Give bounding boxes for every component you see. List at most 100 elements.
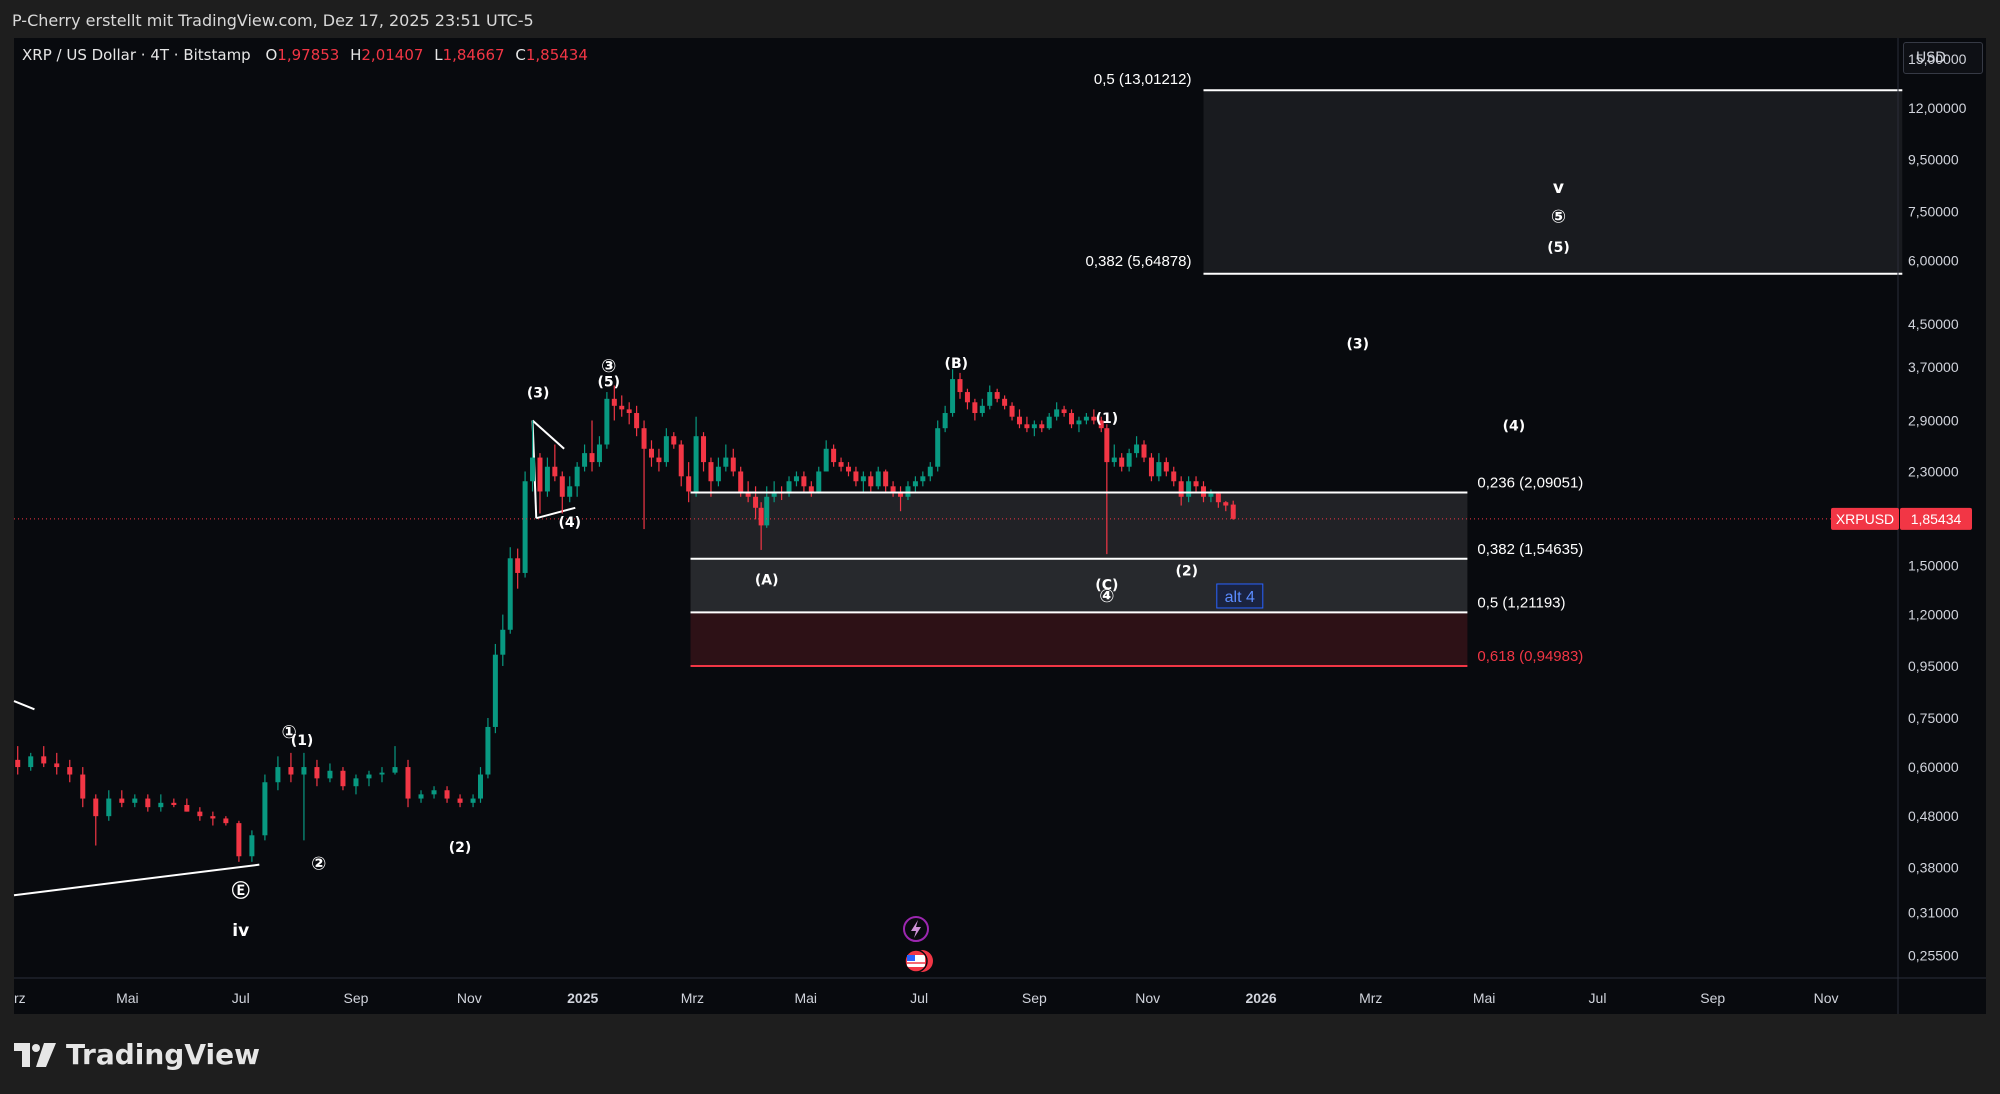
y-tick-label: 15,00000 [1908,51,1967,67]
price-chart: 0,5 (13,01212) 0,382 (5,64878) 0,236 (2,09… [13,38,1986,1014]
x-tick-label: Mrz [1359,990,1382,1006]
fib-zone [690,612,1468,667]
y-tick-label: 0,31000 [1908,904,1959,920]
wave-label: (B) [945,356,968,372]
candle-body [405,767,411,799]
wave-label: ⑤ [1551,206,1566,227]
candle-body [1098,420,1104,429]
y-tick-label: 3,70000 [1908,359,1959,375]
y-tick-label: 0,38000 [1908,860,1959,876]
candle-body [544,466,550,492]
candle-body [758,507,764,526]
candle-body [80,774,86,799]
candles [15,369,1236,862]
candle-body [314,767,320,779]
y-tick-label: 2,90000 [1908,412,1959,428]
candle-body [927,466,933,477]
candle-body [132,798,138,803]
wave-labels: (3)③(5)(4)(B)(1)(A) (C)④(2)(3)(4)v⑤(5)①(1… [232,178,1570,941]
candle-body [1141,444,1147,458]
candle-body [119,798,125,803]
candle-body [1069,413,1075,425]
candle-body [808,486,814,492]
wave-label: (5) [1547,240,1570,256]
candle-body [686,476,692,492]
x-tick-label: 2025 [567,990,598,1006]
y-tick-label: 1,50000 [1908,557,1959,573]
candle-body [171,802,177,805]
y-axis: 15,00000 12,00000 9,50000 7,50000 6,00000 4,5… [1908,51,1967,963]
candle-body [1104,428,1110,463]
x-tick-label: Mai [116,990,139,1006]
candle-body [288,767,294,775]
fib-level-label: 0,236 (2,09051) [1477,474,1583,491]
candle-body [1111,457,1117,463]
candle-body [54,763,60,768]
candle-body [392,767,398,773]
candle-body [745,491,751,497]
x-tick-label: 2026 [1246,990,1277,1006]
y-tick-label: 2,30000 [1908,463,1959,479]
candle-body [738,471,744,492]
fib-level-label: 0,382 (1,54635) [1477,541,1583,558]
price-tag-value-bg [1900,507,1972,530]
candle-body [831,448,837,463]
y-tick-label: 0,75000 [1908,710,1959,726]
candle-body [678,444,684,477]
candle-body [1031,424,1037,429]
candle-body [444,790,450,799]
candle-body [1061,409,1067,414]
y-tick-label: 7,50000 [1908,203,1959,219]
candle-body [1134,444,1140,454]
candle-body [868,476,874,487]
candle-body [1230,504,1236,519]
y-tick-label: 4,50000 [1908,316,1959,332]
candle-body [793,476,799,482]
symbol-name: XRP / US Dollar · 4T · Bitstamp [22,46,251,64]
candle-body [1215,493,1221,503]
candle-body [764,496,770,526]
candle-body [1126,453,1132,467]
candle-body [596,444,602,463]
candle-body [559,476,565,497]
wave-label: (5) [597,374,620,390]
high-label: H [350,46,362,64]
candle-body [935,428,941,467]
candle-body [816,471,822,492]
candle-body [823,448,829,472]
wave-label: ② [311,854,326,875]
trend-lines [13,419,576,897]
candle-body [875,471,881,487]
candle-body [715,466,721,482]
x-tick-label: Sep [1700,990,1725,1006]
currency-button[interactable]: USD [1903,42,1983,74]
tradingview-brand: TradingView [66,1038,260,1071]
high-value: 2,01407 [361,46,424,64]
chart-area[interactable] [14,38,1986,1014]
candle-body [838,462,844,467]
trend-line [531,419,565,450]
wave-label: (2) [449,840,472,856]
wave-label: v [1553,178,1564,198]
low-label: L [434,46,443,64]
candle-body [93,798,99,817]
footer [0,1014,2000,1094]
fib-zone [1203,90,1903,274]
tradingview-logo[interactable]: TradingView [14,1038,260,1071]
candle-body [500,629,506,655]
candle-body [418,794,424,799]
candle-body [15,759,21,768]
candle-body [626,409,632,414]
x-axis: rz Mai Jul Sep Nov 2025 Mrz Mai Jul Sep Nov 2026 Mrz… [14,990,1839,1006]
candle-body [470,798,476,803]
x-tick-label: rz [14,990,26,1006]
event-icons[interactable] [903,916,933,973]
candle-body [28,756,34,768]
candle-body [1016,416,1022,425]
candle-body [522,481,528,573]
wave-label: (4) [558,515,581,531]
candle-body [898,491,904,497]
y-tick-label: 0,25500 [1908,947,1959,963]
candle-body [987,392,993,406]
candle-body [634,413,640,429]
